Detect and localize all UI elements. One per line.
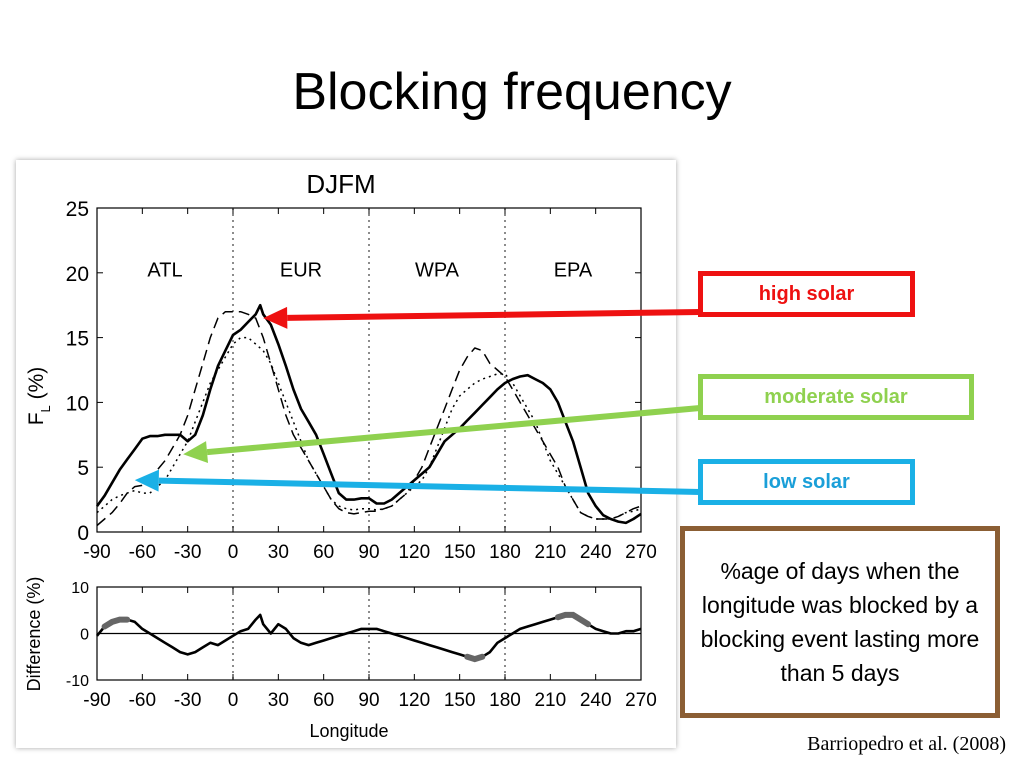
- y-axis-label-sub: L: [38, 405, 53, 412]
- x-tick-label: 210: [534, 690, 566, 711]
- x-tick-label: 120: [398, 690, 430, 711]
- x-axis-label: Longitude: [309, 721, 388, 741]
- y-axis-label-main: F: [25, 412, 48, 425]
- x-tick-label: 150: [444, 542, 476, 563]
- x-tick-label: -60: [129, 542, 156, 563]
- x-tick-label: 30: [268, 542, 289, 563]
- y-axis-label: FL (%): [25, 367, 53, 426]
- x-tick-label: 90: [358, 690, 379, 711]
- series-line-dotted: [96, 336, 642, 520]
- x-tick-label: 210: [534, 542, 566, 563]
- x-tick-label: 270: [625, 690, 657, 711]
- y-axis-label: Difference (%): [24, 577, 44, 692]
- chart-main: -90 -60 -30 0 30 60 90 120 150 180 210 240 270 0 5 10 15…: [25, 169, 657, 563]
- x-tick-label: 240: [580, 542, 612, 563]
- x-tick-label: 0: [228, 690, 239, 711]
- significant-segment: [101, 616, 131, 630]
- y-tick-label: 0: [77, 522, 89, 545]
- x-tick-label: 240: [580, 690, 612, 711]
- x-tick-label: 30: [268, 690, 289, 711]
- x-tick-label: 0: [228, 542, 239, 563]
- citation: Barriopedro et al. (2008): [807, 733, 1006, 755]
- x-tick-label: 180: [489, 542, 521, 563]
- blocking-frequency-figure: -90 -60 -30 0 30 60 90 120 150 180 210 240 270051015…: [24, 169, 657, 741]
- x-tick-label: 150: [444, 690, 476, 711]
- x-tick-label: 270: [625, 542, 657, 563]
- x-tick-label: -90: [83, 690, 110, 711]
- x-tick-label: -30: [174, 690, 201, 711]
- significant-segment: [554, 611, 592, 628]
- x-tick-label: -30: [174, 542, 201, 563]
- series-line-solid: [95, 613, 642, 661]
- x-tick-label: -60: [129, 690, 156, 711]
- figure-panel: -90 -60 -30 0 30 60 90 120 150 180 210 240 270 0 5 10 15…: [16, 160, 676, 748]
- x-tick-label: 180: [489, 690, 521, 711]
- significant-segment: [464, 653, 486, 663]
- y-tick-label: 20: [66, 263, 89, 286]
- series-line-solid: [95, 303, 642, 525]
- x-tick-label: 60: [313, 542, 334, 563]
- region-label: ATL: [147, 260, 182, 282]
- x-tick-label: 60: [313, 690, 334, 711]
- region-label: EUR: [280, 260, 322, 282]
- y-tick-label: 15: [66, 328, 89, 351]
- y-axis-label-unit: (%): [25, 367, 48, 406]
- y-tick-label: 10: [71, 580, 89, 597]
- region-label: WPA: [415, 260, 460, 282]
- slide-title: Blocking frequency: [292, 63, 732, 121]
- x-tick-label: 120: [398, 542, 430, 563]
- y-tick-label: 5: [77, 457, 89, 480]
- chart-difference: -90 -60 -30 0 30 60 90 120 150 180 210 240 270 -10 0 10…: [24, 577, 657, 741]
- x-tick-label: -90: [83, 542, 110, 563]
- y-tick-label: 25: [66, 198, 89, 221]
- y-tick-label: 10: [66, 392, 89, 415]
- chart-title: DJFM: [306, 169, 375, 199]
- y-tick-label: -10: [66, 673, 89, 690]
- high-solar-label: high solar: [698, 271, 915, 317]
- moderate-solar-label: moderate solar: [698, 374, 974, 420]
- y-tick-label: 0: [80, 627, 89, 644]
- low-solar-label: low solar: [698, 459, 915, 505]
- x-tick-label: 90: [358, 542, 379, 563]
- region-label: EPA: [554, 260, 593, 282]
- definition-note: %age of days when the longitude was bloc…: [680, 526, 1000, 718]
